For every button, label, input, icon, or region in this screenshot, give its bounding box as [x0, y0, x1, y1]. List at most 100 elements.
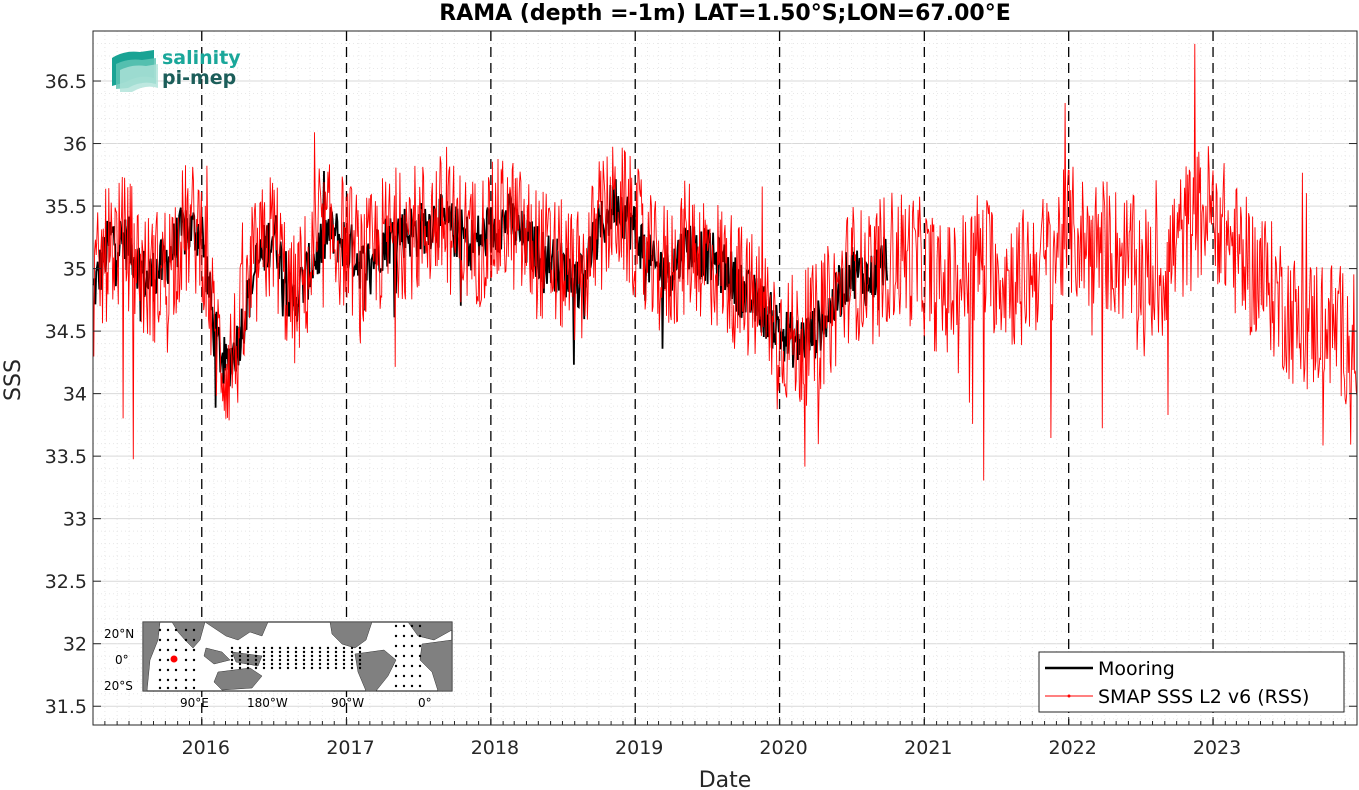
mooring-dot	[410, 624, 414, 628]
mooring-dot	[278, 666, 282, 670]
mooring-dot	[394, 674, 398, 678]
plot-frame	[92, 30, 1358, 726]
mooring-dot	[246, 646, 250, 650]
mooring-dot	[286, 662, 290, 666]
mooring-dot	[270, 662, 274, 666]
mooring-dot	[418, 634, 422, 638]
mooring-dot	[278, 658, 282, 662]
mooring-dot	[254, 666, 258, 670]
mooring-dot	[166, 678, 170, 682]
mooring-dot	[254, 654, 258, 658]
y-tick-label: 34.5	[45, 321, 87, 343]
x-tick-label: 2021	[904, 737, 952, 759]
mooring-dot	[230, 646, 234, 650]
y-tick-label: 36.5	[45, 71, 87, 93]
mooring-dot	[262, 662, 266, 666]
mooring-dot	[358, 658, 362, 662]
mooring-dot	[402, 634, 406, 638]
mooring-dot	[294, 666, 298, 670]
mooring-dot	[318, 650, 322, 654]
x-tick-label: 2022	[1049, 737, 1097, 759]
mooring-dot	[326, 666, 330, 670]
mooring-dot	[310, 654, 314, 658]
mooring-dot	[246, 654, 250, 658]
mooring-dot	[184, 648, 188, 652]
mooring-dot	[350, 646, 354, 650]
year-boundary-lines	[201, 31, 1214, 725]
y-tick-label: 33	[63, 509, 87, 531]
mooring-dot	[302, 650, 306, 654]
mooring-dot	[410, 654, 414, 658]
mooring-dot	[174, 628, 178, 632]
mooring-dot	[410, 684, 414, 688]
mooring-dot	[410, 664, 414, 668]
mooring-dot	[166, 668, 170, 672]
mooring-dot	[402, 664, 406, 668]
mooring-dot	[254, 646, 258, 650]
mooring-dot	[166, 658, 170, 662]
mooring-dot	[334, 658, 338, 662]
mooring-dot	[238, 666, 242, 670]
mooring-dot	[342, 662, 346, 666]
mooring-dot	[342, 658, 346, 662]
map-lon-label-90e: 90°E	[180, 696, 209, 710]
mooring-dot	[166, 686, 170, 690]
mooring-dot	[184, 638, 188, 642]
mooring-dot	[230, 666, 234, 670]
map-lat-label-20s: 20°S	[104, 679, 133, 693]
mooring-dot	[310, 658, 314, 662]
mooring-dot	[192, 638, 196, 642]
mooring-dot	[238, 650, 242, 654]
mooring-dot	[326, 662, 330, 666]
wave-logo-icon	[112, 50, 158, 92]
mooring-dot	[394, 684, 398, 688]
mooring-dot	[262, 646, 266, 650]
mooring-dot	[238, 662, 242, 666]
legend-label-smap: SMAP SSS L2 v6 (RSS)	[1098, 686, 1309, 708]
y-axis: 31.5 32 32.5 33 33.5 34 34.5 35 35.5 36 36.5	[45, 71, 1357, 718]
mooring-dot	[302, 666, 306, 670]
mooring-dot	[310, 666, 314, 670]
mooring-dot	[230, 654, 234, 658]
mooring-dot	[238, 646, 242, 650]
logo-text-pimep: pi-mep	[162, 67, 236, 89]
mooring-dot	[334, 654, 338, 658]
mooring-dot	[418, 644, 422, 648]
y-tick-label: 32.5	[45, 571, 87, 593]
selected-mooring-marker	[170, 655, 178, 663]
mooring-dot	[286, 654, 290, 658]
x-axis: 2016 2017 2018 2019 2020 2021 2022 2023	[92, 717, 1346, 759]
mooring-dot	[158, 668, 162, 672]
salinity-pimep-logo: salinity pi-mep	[112, 47, 241, 92]
mooring-dot	[174, 648, 178, 652]
mooring-dot	[158, 648, 162, 652]
mooring-dot	[342, 666, 346, 670]
y-tick-label: 32	[63, 634, 87, 656]
mooring-dot	[302, 654, 306, 658]
mooring-dot	[358, 666, 362, 670]
mooring-dot	[262, 650, 266, 654]
mooring-dot	[184, 658, 188, 662]
mooring-dot	[402, 654, 406, 658]
y-tick-label: 36	[63, 134, 87, 156]
map-lat-label-20n: 20°N	[104, 627, 134, 641]
mooring-dot	[302, 662, 306, 666]
mooring-dot	[418, 684, 422, 688]
mooring-dot	[270, 654, 274, 658]
mooring-dot	[192, 628, 196, 632]
mooring-dot	[350, 662, 354, 666]
map-lon-label-0: 0°	[418, 696, 432, 710]
mooring-dot	[230, 658, 234, 662]
inset-map-land	[142, 621, 453, 692]
legend: Mooring SMAP SSS L2 v6 (RSS)	[1038, 651, 1345, 713]
mooring-dot	[326, 646, 330, 650]
mooring-dot	[358, 654, 362, 658]
mooring-dot	[394, 624, 398, 628]
mooring-dot	[262, 654, 266, 658]
mooring-dot	[174, 686, 178, 690]
mooring-dot	[310, 646, 314, 650]
y-tick-label: 34	[63, 384, 87, 406]
mooring-dot	[294, 658, 298, 662]
mooring-dot	[192, 648, 196, 652]
mooring-dot	[318, 646, 322, 650]
